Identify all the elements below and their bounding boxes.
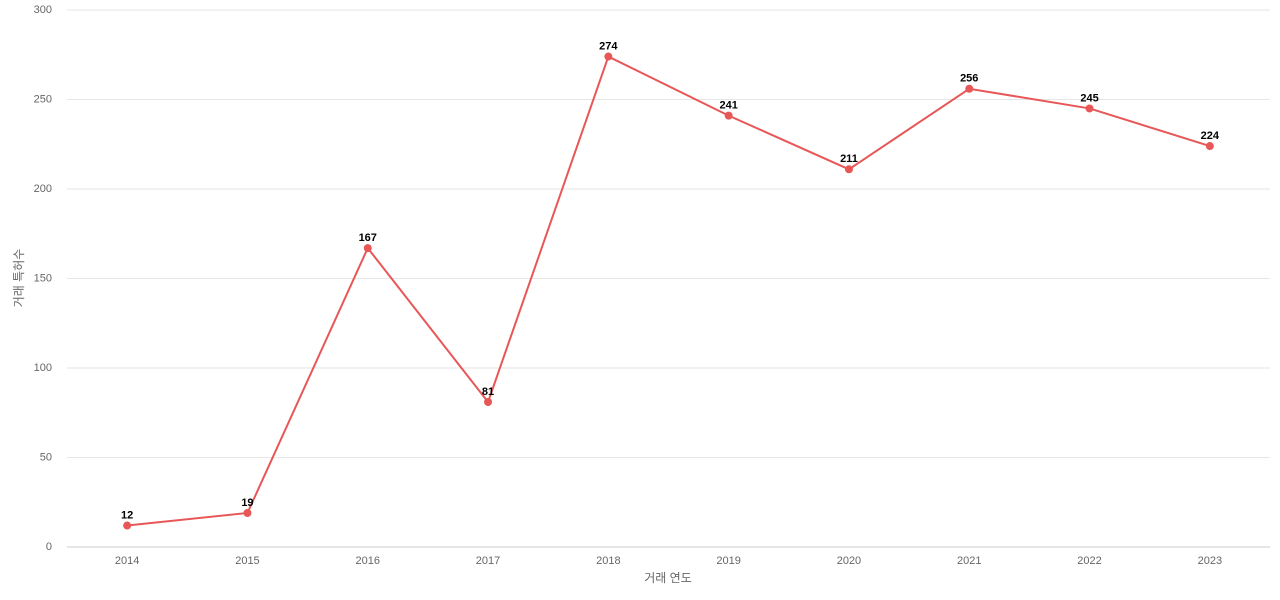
x-tick-label: 2016 (356, 555, 380, 567)
value-label: 241 (719, 100, 737, 112)
y-tick-label: 150 (34, 272, 52, 284)
x-tick-label: 2022 (1077, 555, 1101, 567)
point (484, 398, 493, 407)
y-tick-label: 300 (34, 4, 52, 16)
point (1205, 142, 1214, 151)
point (965, 84, 974, 93)
value-label: 274 (599, 40, 618, 52)
y-tick-label: 200 (34, 183, 52, 195)
point (123, 521, 132, 530)
value-label: 256 (960, 73, 978, 85)
point (363, 244, 372, 253)
y-tick-label: 100 (34, 362, 52, 374)
value-label: 81 (482, 386, 494, 398)
point (1085, 104, 1094, 113)
y-tick-label: 0 (46, 541, 52, 553)
x-tick-label: 2020 (837, 555, 861, 567)
x-tick-label: 2019 (716, 555, 740, 567)
y-tick-label: 50 (40, 451, 52, 463)
point (243, 508, 252, 517)
x-tick-label: 2017 (476, 555, 500, 567)
x-axis-title: 거래 연도 (644, 571, 692, 585)
value-label: 167 (359, 232, 377, 244)
x-tick-label: 2014 (115, 555, 139, 567)
value-label: 224 (1201, 130, 1220, 142)
x-tick-label: 2015 (235, 555, 259, 567)
point (724, 111, 733, 120)
value-label: 12 (121, 509, 133, 521)
point (844, 165, 853, 174)
value-label: 211 (840, 153, 858, 165)
y-axis-title: 거래 특허수 (12, 249, 26, 308)
line (127, 55, 1211, 527)
x-tick-label: 2023 (1198, 555, 1222, 567)
point (604, 52, 613, 61)
x-tick-label: 2021 (957, 555, 981, 567)
y-tick-label: 250 (34, 93, 52, 105)
x-tick-label: 2018 (596, 555, 620, 567)
value-label: 245 (1080, 92, 1098, 104)
value-label: 19 (241, 497, 253, 509)
